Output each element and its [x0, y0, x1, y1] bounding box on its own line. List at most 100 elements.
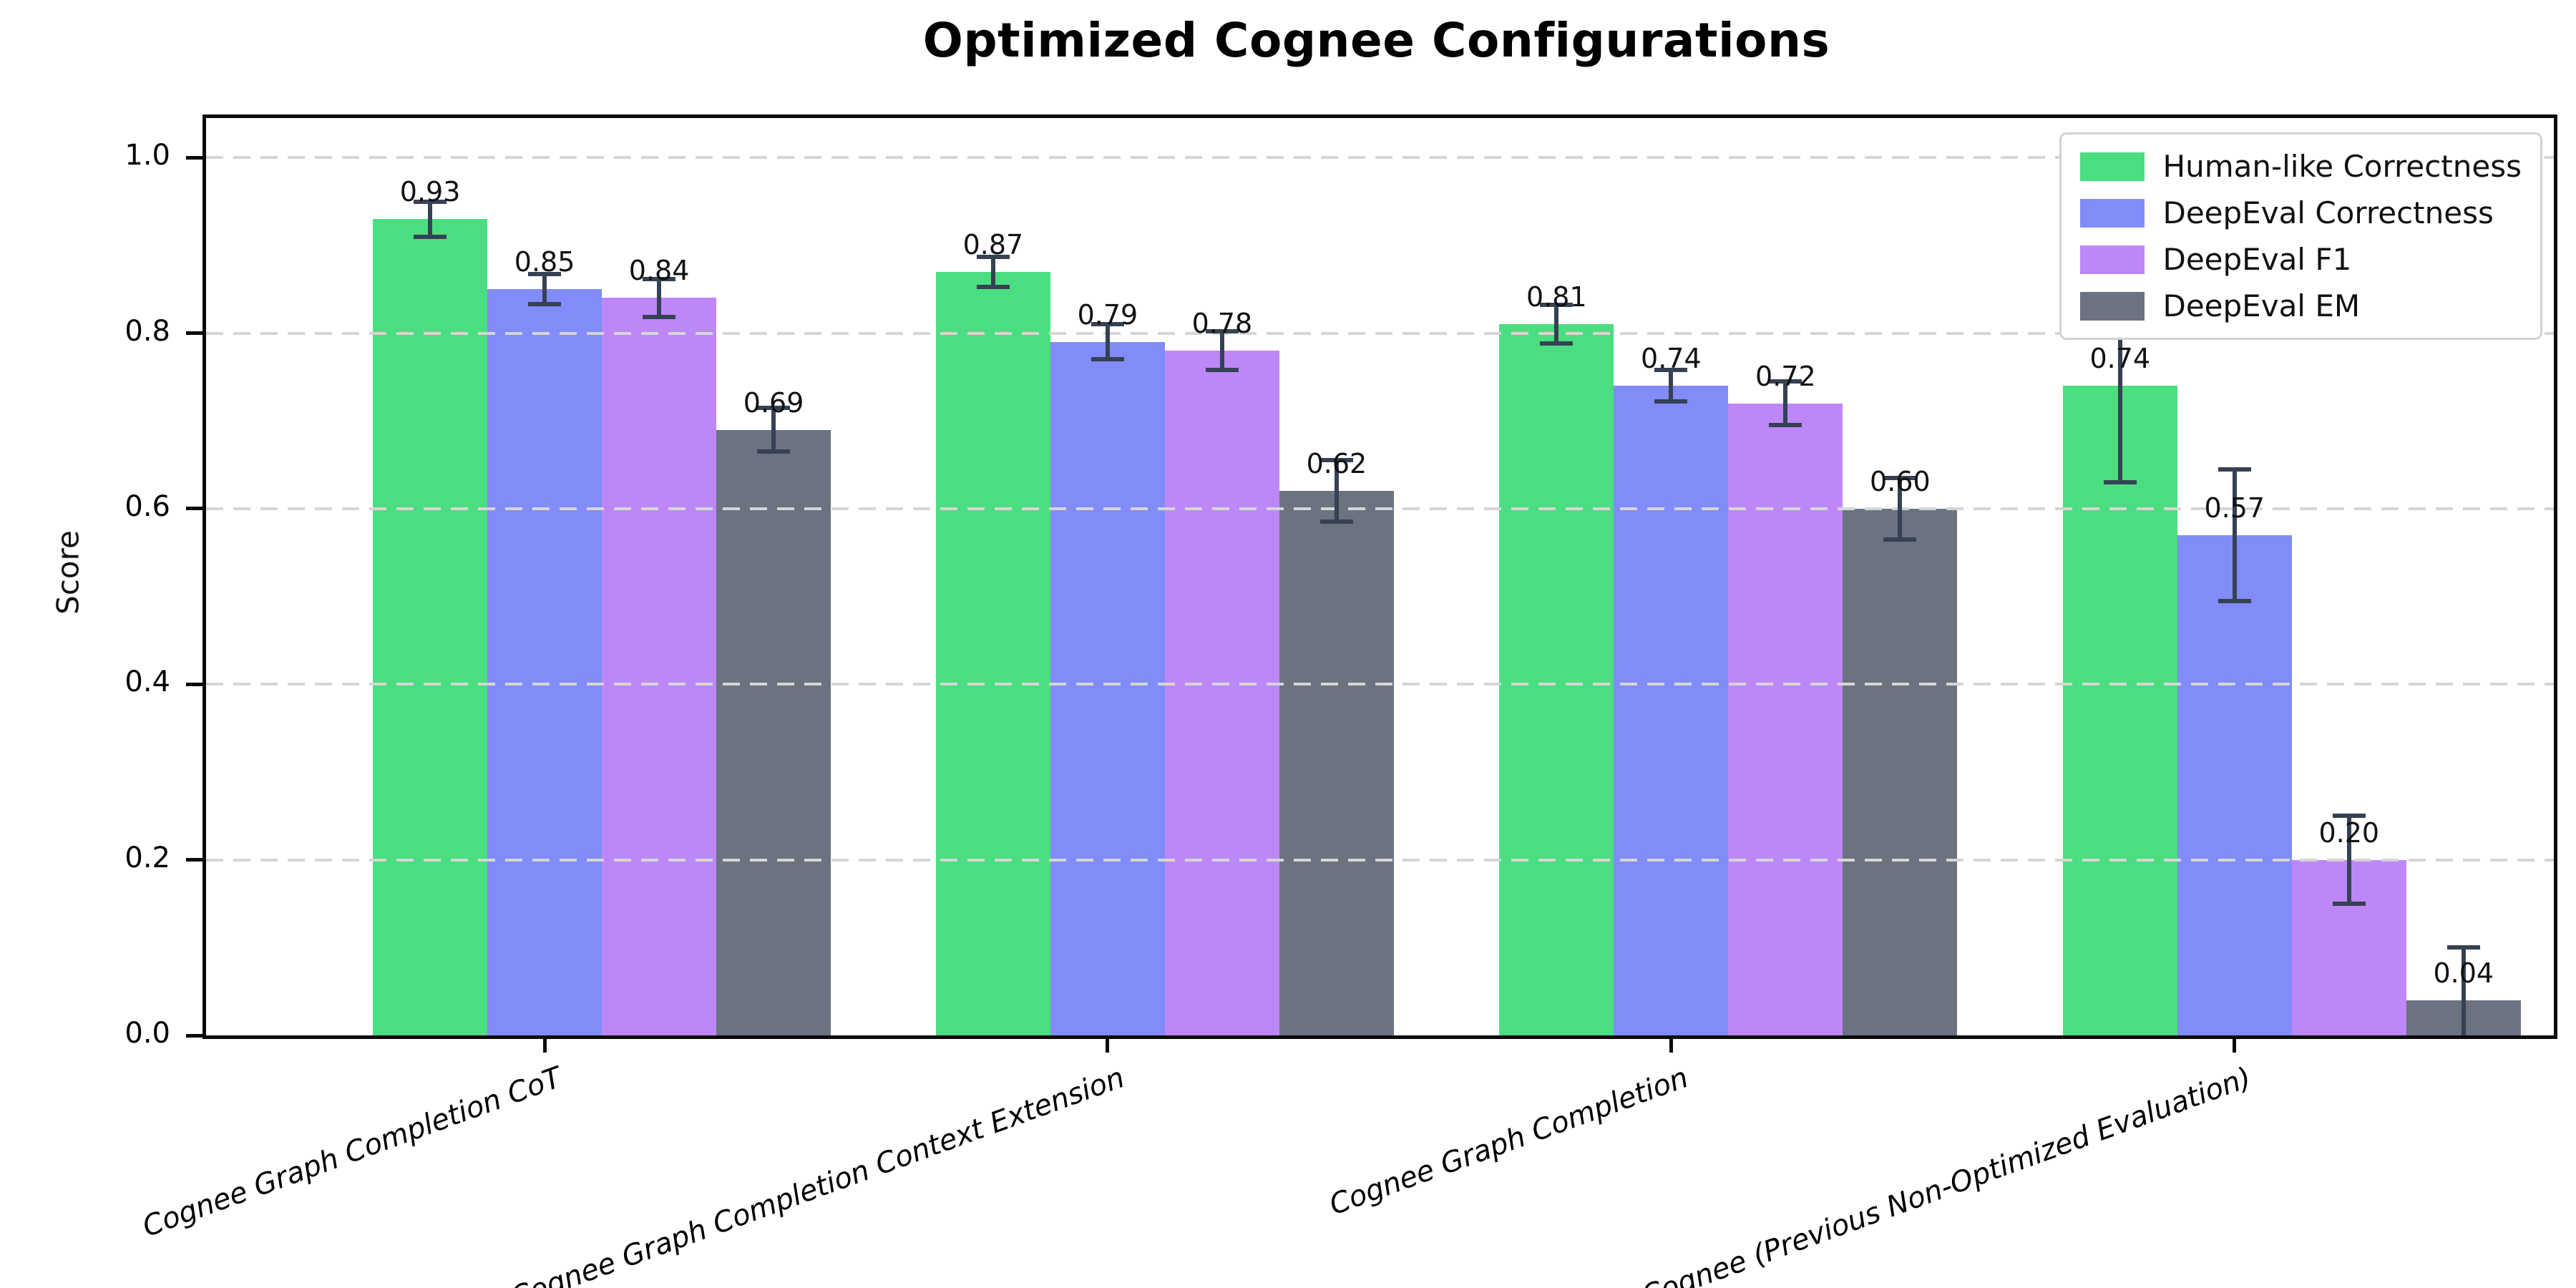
error-cap-top [976, 254, 1010, 259]
error-bar-human-like-correctness-group3 [1554, 305, 1559, 344]
gridline-0.6 [206, 507, 2554, 510]
bar-value-label: 0.20 [2318, 816, 2380, 849]
bar-deepeval-correctness-group3 [1614, 386, 1729, 1035]
error-cap-top [2218, 467, 2251, 472]
error-cap-bottom [1769, 423, 1802, 428]
gridline-0.8 [206, 331, 2554, 335]
error-cap-bottom [414, 234, 447, 239]
x-tick-label: Cognee (Previous Non-Optimized Evaluatio… [1637, 1061, 2256, 1288]
legend-entry-deepeval-em: DeepEval EM [2079, 288, 2522, 323]
error-bar-deepeval-f1-group1 [657, 278, 662, 318]
plot-area: 0.93 0.85 0.84 0.69 0.87 0.79 0.78 0.62 0.81 0.74… [125, 114, 2557, 1288]
bar-value-label: 0.04 [2433, 957, 2494, 989]
y-tick-label: 0.0 [125, 1017, 170, 1050]
bar-value-label: 0.87 [962, 228, 1024, 260]
error-bar-deepeval-correctness-group1 [542, 274, 547, 305]
error-cap-bottom [1654, 399, 1688, 404]
x-tick-group4 [2233, 1035, 2237, 1053]
bar-value-label: 0.69 [743, 386, 804, 419]
bar-human-like-correctness-group3 [1499, 324, 1614, 1035]
error-cap-top [2446, 945, 2480, 950]
error-bar-deepeval-f1-group3 [1783, 381, 1788, 426]
bar-value-label: 0.62 [1306, 448, 1367, 480]
y-tick-0.4 [186, 682, 206, 686]
legend-swatch-human-like-correctness [2079, 152, 2145, 181]
bar-human-like-correctness-group1 [373, 219, 488, 1035]
error-bar-deepeval-em-group3 [1898, 477, 1903, 540]
bar-value-label: 0.93 [399, 176, 461, 208]
gridline-0.2 [206, 858, 2554, 862]
error-cap-bottom [2332, 901, 2366, 906]
x-tick-label: Cognee Graph Completion [1324, 1061, 1693, 1222]
error-cap-bottom [1091, 357, 1124, 362]
error-cap-bottom [2218, 598, 2251, 603]
bar-deepeval-em-group2 [1279, 491, 1394, 1035]
bar-deepeval-f1-group1 [602, 298, 717, 1035]
bar-human-like-correctness-group2 [935, 271, 1050, 1035]
error-cap-top [2332, 814, 2366, 819]
y-tick-0.2 [186, 858, 206, 862]
legend-swatch-deepeval-f1 [2079, 245, 2145, 274]
error-bar-deepeval-em-group1 [771, 407, 776, 452]
error-cap-top [1769, 379, 1802, 384]
y-tick-label: 0.4 [125, 665, 170, 699]
error-bar-deepeval-f1-group2 [1219, 331, 1224, 371]
legend-label: DeepEval Correctness [2162, 195, 2494, 230]
error-cap-bottom [1883, 537, 1917, 542]
y-axis-label: Score [50, 530, 86, 615]
y-tick-label: 0.2 [125, 841, 170, 874]
legend: Human-like Correctness DeepEval Correctne… [2059, 132, 2542, 340]
error-bar-human-like-correctness-group1 [428, 201, 433, 237]
y-tick-0.0 [186, 1033, 206, 1038]
legend-swatch-deepeval-correctness [2079, 198, 2145, 228]
bar-value-label: 0.78 [1191, 308, 1253, 340]
error-bar-human-like-correctness-group2 [990, 256, 995, 287]
legend-entry-deepeval-correctness: DeepEval Correctness [2079, 195, 2522, 230]
error-cap-top [757, 405, 791, 410]
legend-entry-human-like-correctness: Human-like Correctness [2079, 149, 2522, 184]
legend-label: DeepEval F1 [2162, 242, 2352, 277]
error-bar-deepeval-em-group2 [1334, 460, 1339, 522]
error-cap-top [1319, 458, 1353, 463]
error-cap-bottom [757, 449, 791, 454]
legend-swatch-deepeval-em [2079, 291, 2145, 321]
error-cap-bottom [1205, 368, 1239, 373]
x-tick-group3 [1669, 1035, 1673, 1053]
legend-label: Human-like Correctness [2162, 149, 2522, 184]
error-cap-top [643, 276, 676, 281]
y-tick-1.0 [186, 155, 206, 160]
legend-entry-deepeval-f1: DeepEval F1 [2079, 242, 2522, 277]
x-tick-label: Cognee Graph Completion CoT [138, 1061, 566, 1244]
bar-value-label: 0.84 [628, 255, 690, 287]
bar-deepeval-em-group1 [716, 429, 831, 1035]
x-tick-label: Cognee Graph Completion Context Extensio… [506, 1061, 1129, 1288]
bar-value-label: 0.60 [1870, 465, 1931, 497]
bar-value-label: 0.74 [1641, 343, 1702, 375]
legend-label: DeepEval EM [2162, 288, 2361, 323]
error-cap-top [1540, 303, 1574, 308]
bar-deepeval-correctness-group2 [1050, 341, 1165, 1035]
bar-deepeval-correctness-group4 [2177, 535, 2292, 1035]
y-tick-0.8 [186, 331, 206, 336]
y-tick-label: 1.0 [125, 139, 170, 172]
error-cap-top [1205, 329, 1239, 334]
error-bar-deepeval-correctness-group2 [1105, 324, 1110, 360]
bar-value-label: 0.79 [1077, 298, 1138, 331]
bar-deepeval-f1-group3 [1728, 403, 1843, 1035]
error-bar-deepeval-f1-group4 [2346, 816, 2351, 904]
error-cap-bottom [1319, 519, 1353, 525]
chart-title: Optimized Cognee Configurations [922, 13, 1830, 68]
bar-value-label: 0.81 [1526, 281, 1587, 313]
error-bar-deepeval-correctness-group4 [2232, 469, 2237, 601]
error-cap-bottom [643, 315, 676, 320]
error-cap-top [1883, 475, 1917, 480]
bar-value-label: 0.72 [1755, 360, 1816, 392]
error-bar-deepeval-em-group4 [2461, 947, 2466, 1035]
bar-value-label: 0.57 [2204, 492, 2265, 524]
bar-deepeval-correctness-group1 [487, 289, 602, 1035]
error-cap-bottom [2103, 480, 2137, 485]
bar-deepeval-em-group3 [1843, 508, 1958, 1035]
bar-deepeval-f1-group2 [1164, 351, 1279, 1035]
error-cap-top [528, 272, 562, 277]
